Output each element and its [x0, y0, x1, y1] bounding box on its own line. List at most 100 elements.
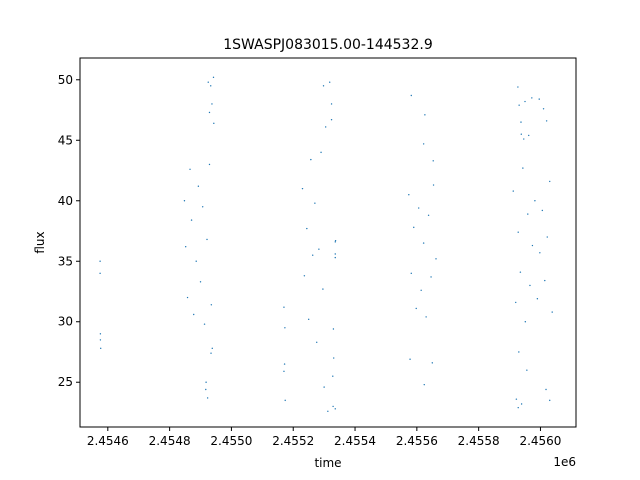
y-tick-label: 30 [58, 315, 73, 329]
data-point [99, 260, 101, 262]
data-point [332, 405, 334, 408]
data-point [189, 168, 191, 170]
data-point [206, 397, 209, 399]
data-point [517, 86, 519, 88]
data-point [210, 304, 213, 306]
data-point [531, 97, 533, 99]
x-axis-offset-label: 1e6 [553, 455, 576, 469]
data-point [207, 81, 209, 83]
data-point [422, 143, 425, 145]
data-point [283, 306, 285, 308]
y-axis-ticks: 25 30 35 40 45 50 [58, 73, 80, 389]
data-point [211, 347, 213, 350]
data-point [531, 244, 534, 247]
data-point [413, 226, 415, 229]
data-point [330, 119, 333, 121]
data-point [197, 185, 200, 187]
data-point [199, 281, 202, 283]
data-point [322, 85, 325, 87]
data-point [549, 399, 551, 402]
data-point [423, 383, 425, 386]
data-point [284, 399, 286, 402]
x-tick-label: 2.4556 [396, 434, 438, 448]
data-point [545, 388, 547, 391]
y-tick-label: 35 [58, 254, 73, 268]
data-point [99, 272, 101, 275]
data-point [410, 94, 412, 97]
data-point [518, 104, 520, 106]
data-point [541, 209, 544, 212]
y-tick-label: 45 [58, 133, 73, 147]
data-point [210, 352, 212, 354]
data-point [205, 388, 207, 391]
data-point [523, 138, 525, 140]
data-point [520, 121, 522, 123]
data-point [205, 381, 207, 383]
data-point [528, 134, 530, 137]
data-point [332, 328, 335, 330]
data-point [99, 339, 102, 341]
data-point [334, 241, 336, 243]
data-point [526, 369, 528, 371]
data-point [427, 214, 430, 216]
data-point [206, 238, 208, 241]
data-point [306, 227, 308, 230]
data-point [190, 219, 193, 221]
data-point [334, 253, 336, 255]
data-point [208, 111, 211, 114]
data-point [212, 76, 215, 79]
data-point [545, 120, 548, 122]
data-point [283, 370, 285, 373]
data-point [515, 398, 518, 400]
data-point [542, 108, 545, 110]
data-point [424, 114, 426, 116]
x-tick-label: 2.4558 [458, 434, 500, 448]
y-axis-label: flux [33, 231, 47, 253]
data-point [327, 410, 329, 412]
plot-frame [79, 57, 577, 428]
data-point [534, 200, 536, 202]
data-point [432, 160, 434, 162]
data-point [425, 316, 427, 318]
data-point [520, 403, 523, 405]
data-point [517, 231, 519, 233]
data-point [546, 236, 548, 238]
x-tick-label: 2.4560 [519, 434, 561, 448]
data-point [527, 213, 529, 215]
data-point [312, 254, 314, 256]
data-point [183, 200, 186, 202]
x-axis-ticks: 2.4546 2.4548 2.4550 2.4552 2.4554 2.4556 2.45… [87, 427, 561, 448]
data-point [99, 333, 102, 335]
data-point [283, 363, 286, 365]
data-point [334, 408, 336, 410]
data-point [422, 242, 425, 244]
y-tick-label: 40 [58, 194, 73, 208]
data-point [316, 341, 318, 344]
data-point [184, 246, 187, 248]
data-point [211, 103, 213, 105]
data-point [208, 163, 211, 166]
data-point [551, 311, 553, 313]
data-point [512, 190, 514, 192]
data-point [329, 81, 331, 83]
data-point [334, 256, 336, 259]
data-point [538, 98, 540, 100]
data-point [529, 284, 531, 287]
data-point [303, 275, 306, 277]
data-point [420, 289, 422, 291]
data-point [536, 298, 539, 300]
chart-title: 1SWASPJ083015.00-144532.9 [223, 37, 432, 53]
data-point [435, 258, 437, 260]
data-point [333, 357, 335, 359]
data-point [210, 85, 212, 87]
data-point [415, 307, 417, 310]
data-point [203, 323, 206, 325]
data-point [307, 318, 310, 321]
data-point [314, 202, 316, 204]
data-point [195, 260, 197, 262]
data-point [330, 103, 333, 105]
data-point [539, 252, 541, 254]
data-point [408, 194, 410, 196]
